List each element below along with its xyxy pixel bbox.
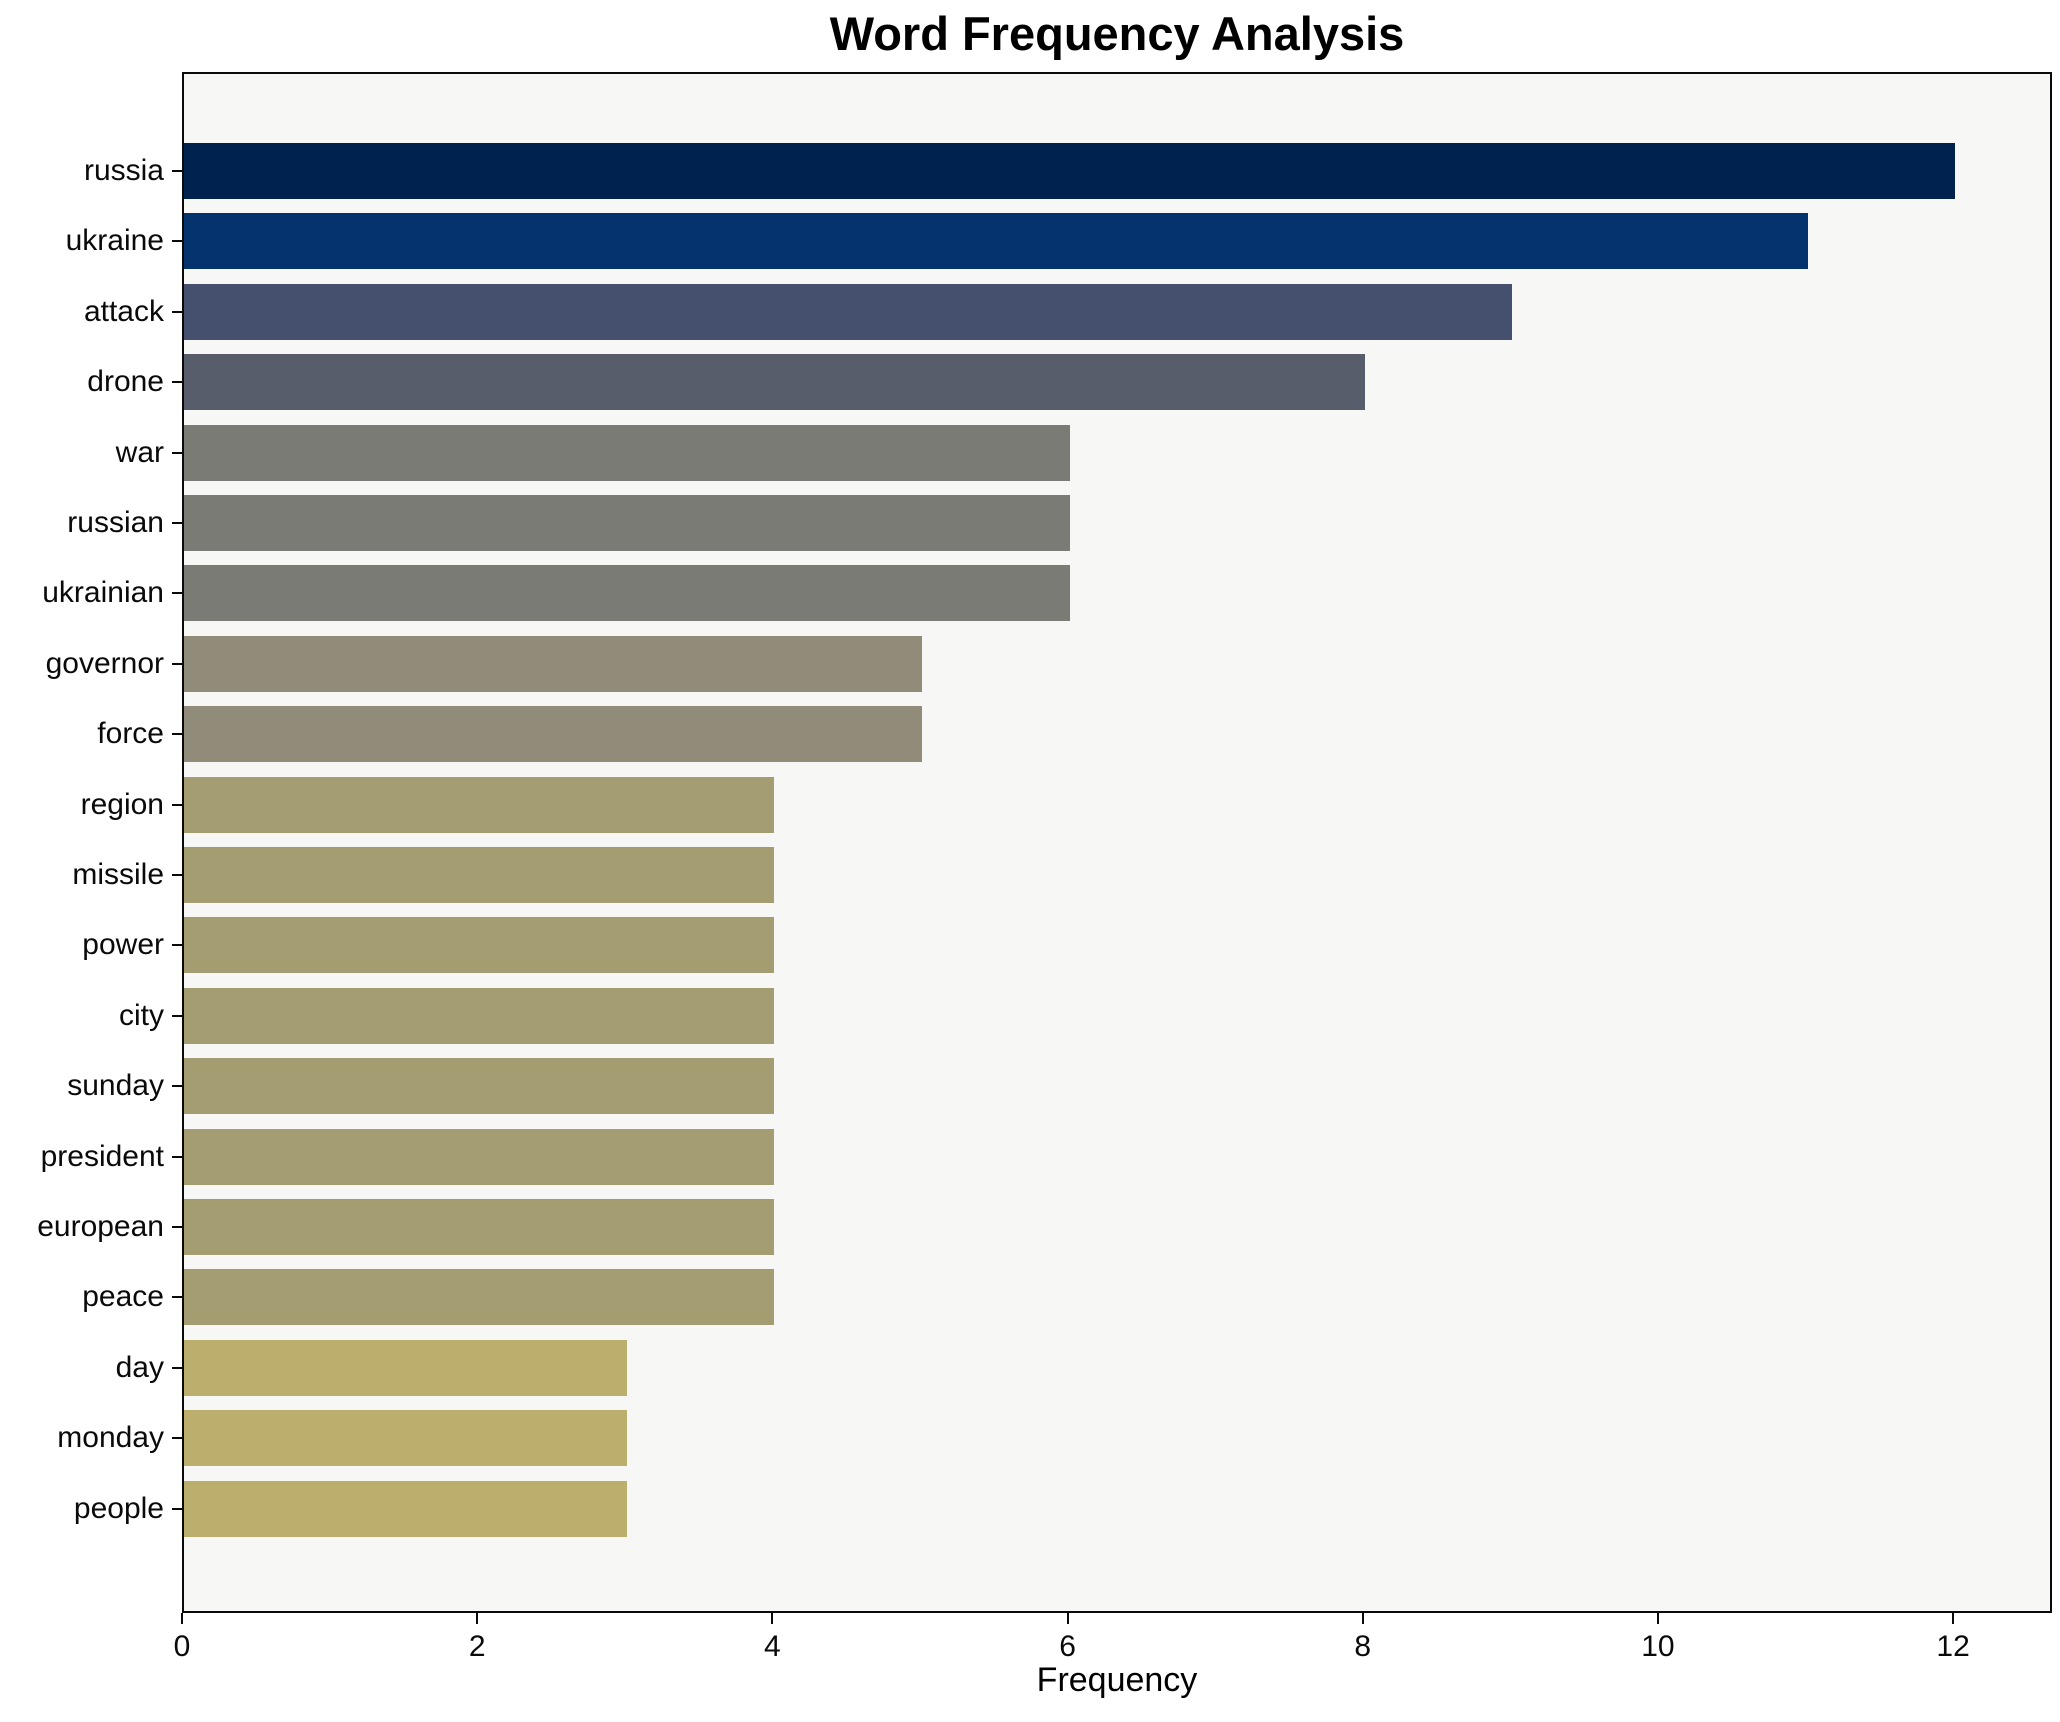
y-tick-mark (172, 170, 182, 172)
x-tick-mark (1952, 1613, 1955, 1624)
y-tick-label-drone: drone (87, 365, 164, 399)
y-tick-mark (172, 1437, 182, 1440)
bar-attack (184, 283, 1512, 340)
y-tick-mark (172, 240, 182, 243)
x-tick-label-0: 0 (173, 1630, 191, 1663)
x-tick-mark (1066, 1613, 1069, 1624)
y-tick-mark (172, 522, 182, 524)
bar-governor (184, 635, 922, 692)
chart-title: Word Frequency Analysis (829, 7, 1405, 60)
y-tick-label-city: city (119, 998, 164, 1032)
y-tick-label-missile: missile (72, 858, 164, 891)
y-tick-mark (172, 733, 182, 736)
x-tick-label-4: 4 (764, 1630, 781, 1663)
y-tick-label-president: president (40, 1139, 164, 1173)
y-tick-mark (172, 662, 182, 665)
x-axis-label: Frequency (1036, 1661, 1198, 1699)
bar-power (184, 917, 774, 974)
y-tick-label-power: power (82, 928, 164, 962)
y-tick-label-russia: russia (83, 154, 164, 187)
y-tick-mark (172, 381, 182, 384)
bar-region (184, 776, 774, 833)
bar-ukraine (184, 213, 1808, 270)
y-tick-label-peace: peace (82, 1280, 164, 1314)
y-tick-mark (172, 874, 182, 876)
bar-russian (184, 495, 1070, 551)
y-tick-mark (172, 1155, 182, 1158)
y-tick-mark (172, 1366, 182, 1369)
y-tick-mark (172, 1507, 182, 1510)
y-tick-mark (172, 592, 182, 595)
y-tick-label-war: war (115, 435, 164, 469)
bar-city (184, 987, 774, 1044)
y-tick-mark (172, 1226, 182, 1228)
y-tick-label-people: people (73, 1491, 164, 1525)
y-tick-mark (172, 451, 182, 454)
y-tick-label-force: force (97, 717, 164, 751)
y-tick-label-sunday: sunday (67, 1069, 164, 1103)
y-tick-mark (172, 1014, 182, 1017)
bar-drone (184, 354, 1365, 411)
bar-people (184, 1480, 627, 1537)
bar-peace (184, 1269, 774, 1326)
bar-russia (184, 143, 1955, 199)
y-tick-label-day: day (115, 1350, 164, 1384)
bar-monday (184, 1410, 627, 1467)
bar-president (184, 1128, 774, 1185)
plot-area (182, 72, 2052, 1613)
x-tick-label-10: 10 (1641, 1630, 1675, 1663)
y-tick-mark (172, 1296, 182, 1299)
y-tick-mark (172, 310, 182, 313)
y-tick-label-ukrainian: ukrainian (42, 576, 164, 610)
bar-sunday (184, 1058, 774, 1115)
bar-force (184, 706, 922, 763)
bar-missile (184, 847, 774, 903)
y-tick-label-monday: monday (57, 1421, 164, 1455)
y-tick-label-region: region (80, 787, 164, 821)
y-tick-label-ukraine: ukraine (65, 224, 164, 258)
y-tick-mark (172, 944, 182, 947)
y-tick-label-governor: governor (45, 646, 164, 680)
bar-ukrainian (184, 565, 1070, 622)
x-tick-mark (771, 1613, 774, 1624)
y-tick-label-attack: attack (83, 294, 164, 328)
y-tick-label-russian: russian (67, 506, 164, 539)
x-tick-mark (1656, 1613, 1659, 1624)
bar-war (184, 424, 1070, 481)
y-tick-label-european: european (37, 1210, 164, 1243)
x-tick-label-8: 8 (1354, 1630, 1372, 1663)
x-tick-label-12: 12 (1936, 1630, 1970, 1663)
x-tick-label-6: 6 (1059, 1630, 1076, 1663)
x-tick-mark (1361, 1613, 1364, 1624)
y-tick-mark (172, 803, 182, 806)
x-tick-mark (476, 1613, 479, 1624)
x-tick-label-2: 2 (468, 1630, 486, 1663)
x-tick-mark (181, 1613, 183, 1624)
y-tick-mark (172, 1085, 182, 1088)
bar-european (184, 1199, 774, 1255)
bar-day (184, 1339, 627, 1396)
